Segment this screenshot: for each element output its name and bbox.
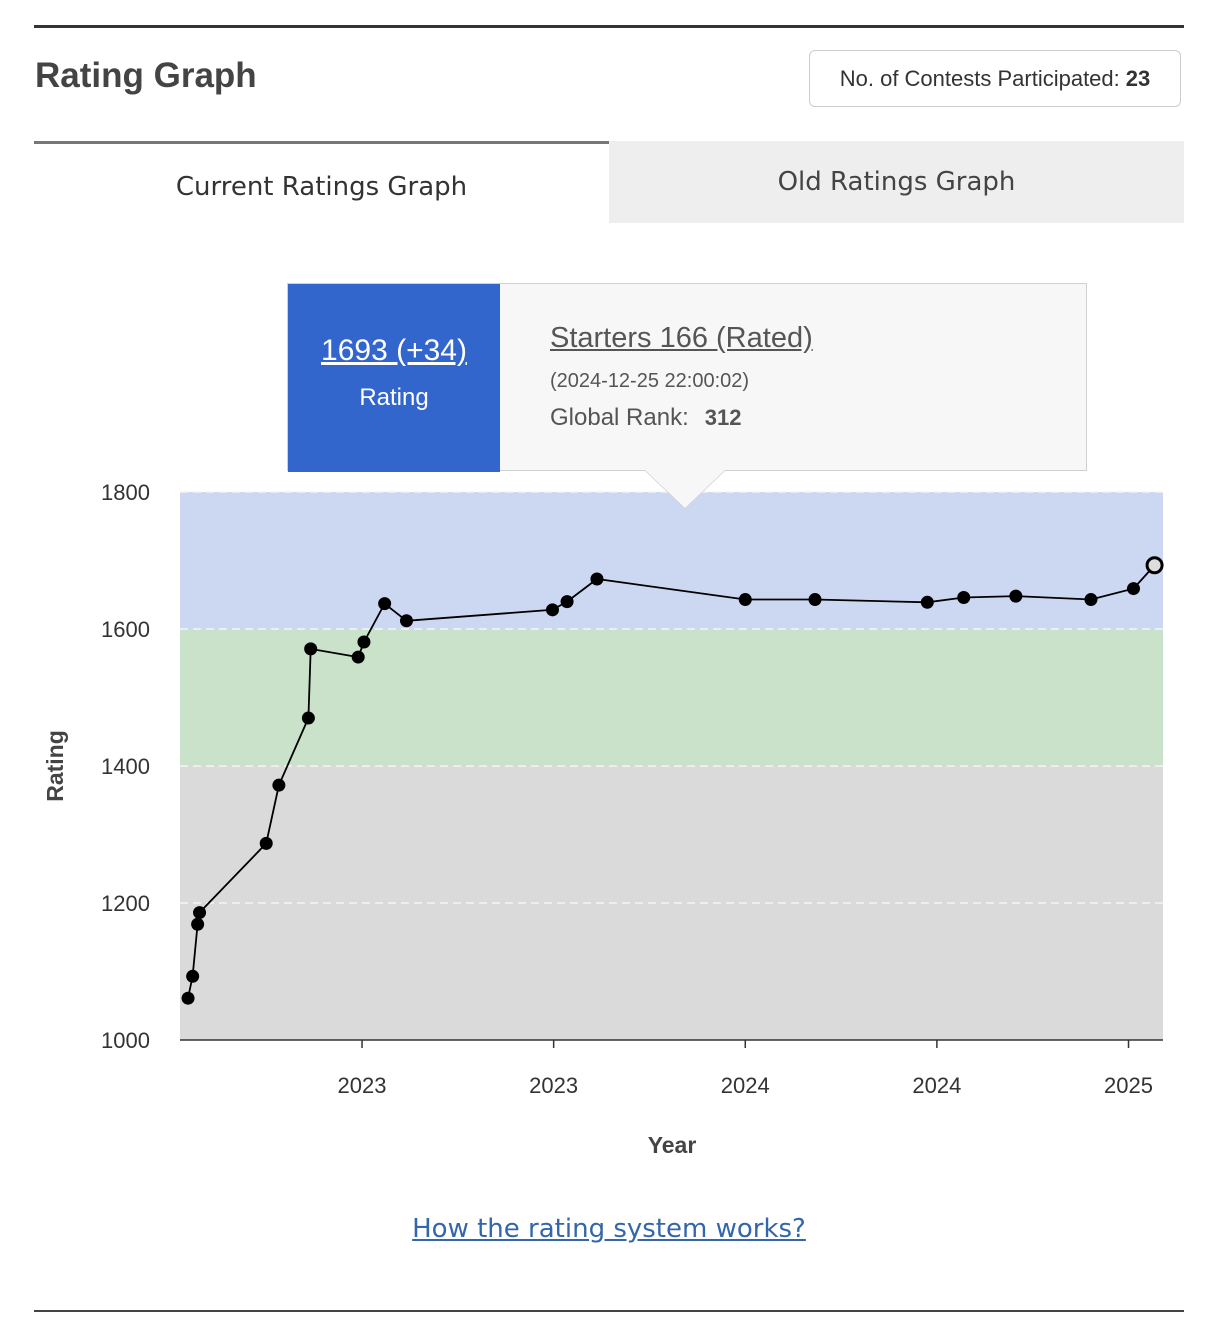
graph-tabs: Current Ratings Graph Old Ratings Graph	[34, 141, 1184, 223]
rating-point[interactable]	[399, 614, 413, 628]
y-tick-label: 1200	[101, 891, 150, 916]
rating-band-1	[180, 629, 1163, 766]
y-tick-labels: 1000 1200 1400 1600 1800	[101, 480, 150, 1053]
tooltip-rank: Global Rank: 312	[550, 404, 741, 432]
y-tick-label: 1400	[101, 754, 150, 779]
rating-point[interactable]	[560, 595, 574, 609]
x-tick-label: 2025	[1104, 1073, 1153, 1098]
rating-point[interactable]	[738, 593, 752, 607]
rating-point[interactable]	[590, 572, 604, 586]
tooltip-rating-panel: 1693 (+34) Rating	[288, 284, 500, 472]
rating-system-help-link[interactable]: How the rating system works?	[412, 1214, 806, 1244]
rating-point[interactable]	[304, 642, 318, 656]
y-axis-label: Rating	[42, 730, 68, 802]
tooltip-date: (2024-12-25 22:00:02)	[550, 370, 750, 392]
tooltip-rating-value[interactable]: 1693 (+34)	[321, 334, 467, 367]
contest-tooltip: 1693 (+34) Rating Starters 166 (Rated) (…	[287, 283, 1087, 472]
rating-point[interactable]	[1009, 589, 1023, 603]
tooltip-rank-value: 312	[704, 405, 742, 430]
contests-label: No. of Contests Participated:	[839, 65, 1120, 91]
rating-band-2	[180, 492, 1163, 629]
rating-bands	[180, 492, 1163, 1040]
top-divider	[34, 25, 1184, 28]
bottom-divider	[34, 1310, 1184, 1312]
x-tick-label: 2024	[721, 1073, 770, 1098]
x-tick-label: 2023	[529, 1073, 578, 1098]
x-tick-labels: 2023 2023 2024 2024 2025	[338, 1040, 1153, 1098]
grid-lines	[180, 491, 1163, 904]
tab-current-ratings[interactable]: Current Ratings Graph	[34, 141, 609, 223]
rating-point-selected[interactable]	[1145, 556, 1164, 575]
tooltip-arrow	[645, 470, 725, 508]
rating-point[interactable]	[357, 635, 371, 649]
page-title: Rating Graph	[35, 56, 257, 95]
rating-point[interactable]	[259, 836, 273, 850]
y-tick-label: 1800	[101, 480, 150, 505]
rating-point[interactable]	[301, 711, 315, 725]
y-tick-label: 1000	[101, 1028, 150, 1053]
rating-point[interactable]	[351, 650, 365, 664]
tooltip-rating-label: Rating	[359, 384, 429, 411]
rating-point[interactable]	[920, 595, 934, 609]
rating-point[interactable]	[1126, 582, 1140, 596]
tooltip-contest-link[interactable]: Starters 166 (Rated)	[550, 322, 813, 354]
x-axis-label: Year	[648, 1132, 697, 1158]
rating-point[interactable]	[808, 593, 822, 607]
rating-point[interactable]	[193, 906, 207, 920]
rating-point[interactable]	[186, 969, 200, 983]
x-tick-label: 2024	[912, 1073, 961, 1098]
tooltip-rank-label: Global Rank:	[550, 404, 689, 431]
rating-point[interactable]	[181, 991, 195, 1005]
rating-point[interactable]	[191, 917, 205, 931]
rating-point[interactable]	[272, 778, 286, 792]
contests-count-badge: No. of Contests Participated: 23	[809, 50, 1181, 107]
y-tick-label: 1600	[101, 617, 150, 642]
rating-point[interactable]	[546, 603, 560, 617]
rating-points	[181, 556, 1164, 1005]
rating-point[interactable]	[1084, 593, 1098, 607]
contests-value: 23	[1125, 65, 1151, 91]
rating-point[interactable]	[957, 590, 971, 604]
tab-old-ratings[interactable]: Old Ratings Graph	[609, 141, 1184, 223]
rating-point[interactable]	[378, 597, 392, 611]
x-tick-label: 2023	[338, 1073, 387, 1098]
